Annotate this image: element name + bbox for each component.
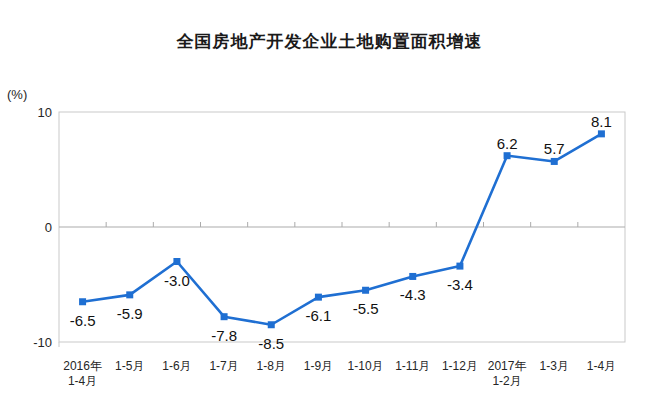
chart-title: 全国房地产开发企业土地购置面积增速 xyxy=(0,30,659,53)
chart-container: 全国房地产开发企业土地购置面积增速 (%) 10 0 -10 2016年1-4月 1-5月… xyxy=(0,0,659,403)
x-axis-label: 2017年1-2月 xyxy=(488,359,527,388)
data-point-label: -6.1 xyxy=(305,307,331,324)
trend-line xyxy=(83,134,602,325)
data-point-label: 8.1 xyxy=(591,113,612,130)
data-point-marker xyxy=(315,294,322,301)
x-axis-label: 1-8月 xyxy=(257,359,286,373)
data-point-marker xyxy=(598,130,605,137)
x-axis-label: 1-3月 xyxy=(540,359,569,373)
x-axis-label: 1-11月 xyxy=(395,359,430,373)
data-point-label: -4.3 xyxy=(400,286,426,303)
data-point-marker xyxy=(409,273,416,280)
line-chart-svg: (%) 10 0 -10 2016年1-4月 1-5月 1-6月 1-7月 1-8月 1-9月 1-… xyxy=(0,0,659,403)
data-point-marker xyxy=(456,263,463,270)
data-point-label: -3.4 xyxy=(447,276,473,293)
x-axis-label: 1-5月 xyxy=(115,359,144,373)
y-axis-unit-label: (%) xyxy=(7,87,27,102)
data-point-label: 6.2 xyxy=(497,135,518,152)
data-point-label: -5.9 xyxy=(117,305,143,322)
y-axis-tick-label: 0 xyxy=(45,220,52,235)
data-point-marker xyxy=(173,258,180,265)
x-axis-label: 1-12月 xyxy=(442,359,478,373)
x-axis-label: 2016年1-4月 xyxy=(63,359,102,388)
x-axis-label: 1-4月 xyxy=(587,359,616,373)
data-point-marker xyxy=(79,298,86,305)
data-point-label: -8.5 xyxy=(258,335,284,352)
data-point-marker xyxy=(504,152,511,159)
data-point-marker xyxy=(126,291,133,298)
data-point-marker xyxy=(221,313,228,320)
x-axis-label: 1-9月 xyxy=(304,359,333,373)
data-point-marker xyxy=(551,158,558,165)
x-axis-label: 1-7月 xyxy=(209,359,238,373)
data-point-marker xyxy=(362,287,369,294)
y-axis-tick-label: -10 xyxy=(33,335,52,350)
data-point-label: 5.7 xyxy=(544,140,565,157)
data-point-marker xyxy=(268,321,275,328)
data-point-label: -3.0 xyxy=(164,272,190,289)
data-point-label: -5.5 xyxy=(353,300,379,317)
y-axis-tick-label: 10 xyxy=(38,105,52,120)
data-point-label: -7.8 xyxy=(211,327,237,344)
x-axis-label: 1-6月 xyxy=(162,359,191,373)
data-point-label: -6.5 xyxy=(70,312,96,329)
x-axis-label: 1-10月 xyxy=(348,359,384,373)
